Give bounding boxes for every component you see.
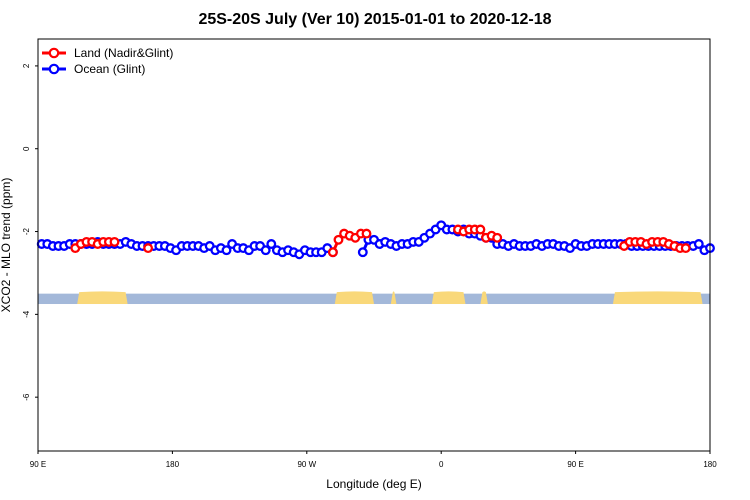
- ocean-point-53: [357, 247, 368, 258]
- x-axis-ticks: 90 E 180 90 W 0 90 E 180: [30, 451, 717, 469]
- y-tick-label-4: -6: [22, 393, 31, 401]
- land-segment-3: [431, 291, 466, 305]
- ocean-point-113: [693, 239, 704, 249]
- ocean-series: [36, 220, 715, 260]
- x-tick-label-5: 180: [703, 460, 717, 469]
- legend-land-label: Land (Nadir&Glint): [74, 46, 173, 60]
- land-segment-0: [77, 291, 128, 305]
- ocean-point-40: [260, 245, 271, 256]
- ocean-point-33: [221, 245, 232, 256]
- y-tick-label-3: -4: [22, 310, 31, 318]
- land-series: [70, 224, 691, 258]
- land-point-10: [333, 234, 344, 245]
- x-tick-label-3: 0: [439, 460, 444, 469]
- chart-title: 25S-20S July (Ver 10) 2015-01-01 to 2020…: [198, 11, 551, 28]
- x-tick-label-1: 180: [166, 460, 180, 469]
- x-axis-label: Longitude (deg E): [326, 477, 421, 491]
- plot-frame: [37, 38, 711, 452]
- legend-ocean-label: Ocean (Glint): [74, 62, 145, 76]
- y-axis-ticks: 2 0 -2 -4 -6: [22, 63, 38, 401]
- y-tick-label-0: 2: [22, 63, 31, 68]
- y-tick-label-1: 0: [22, 146, 31, 151]
- x-tick-label-2: 90 W: [297, 460, 316, 469]
- legend-ocean-marker: [48, 63, 60, 75]
- ocean-point-41: [266, 239, 277, 249]
- land-segment-1: [334, 291, 374, 305]
- ocean-band: [38, 293, 710, 305]
- land-point-9: [327, 247, 338, 258]
- land-point-35: [680, 243, 691, 254]
- legend-land-marker: [48, 47, 60, 59]
- land-point-23: [492, 232, 503, 243]
- land-segment-2: [390, 291, 397, 305]
- land-segment-5: [612, 291, 703, 305]
- land-point-8: [143, 243, 154, 254]
- y-tick-label-2: -2: [22, 227, 31, 235]
- x-tick-label-0: 90 E: [30, 460, 46, 469]
- land-point-15: [361, 228, 372, 239]
- land-point-20: [475, 224, 486, 235]
- series-layer: [36, 220, 715, 260]
- x-tick-label-4: 90 E: [567, 460, 583, 469]
- land-ocean-strip: [38, 291, 710, 305]
- y-axis-label: XCO2 - MLO trend (ppm): [0, 178, 13, 313]
- land-segment-4: [480, 291, 488, 305]
- land-point-7: [109, 236, 120, 247]
- legend: Land (Nadir&Glint) Ocean (Glint): [42, 46, 173, 76]
